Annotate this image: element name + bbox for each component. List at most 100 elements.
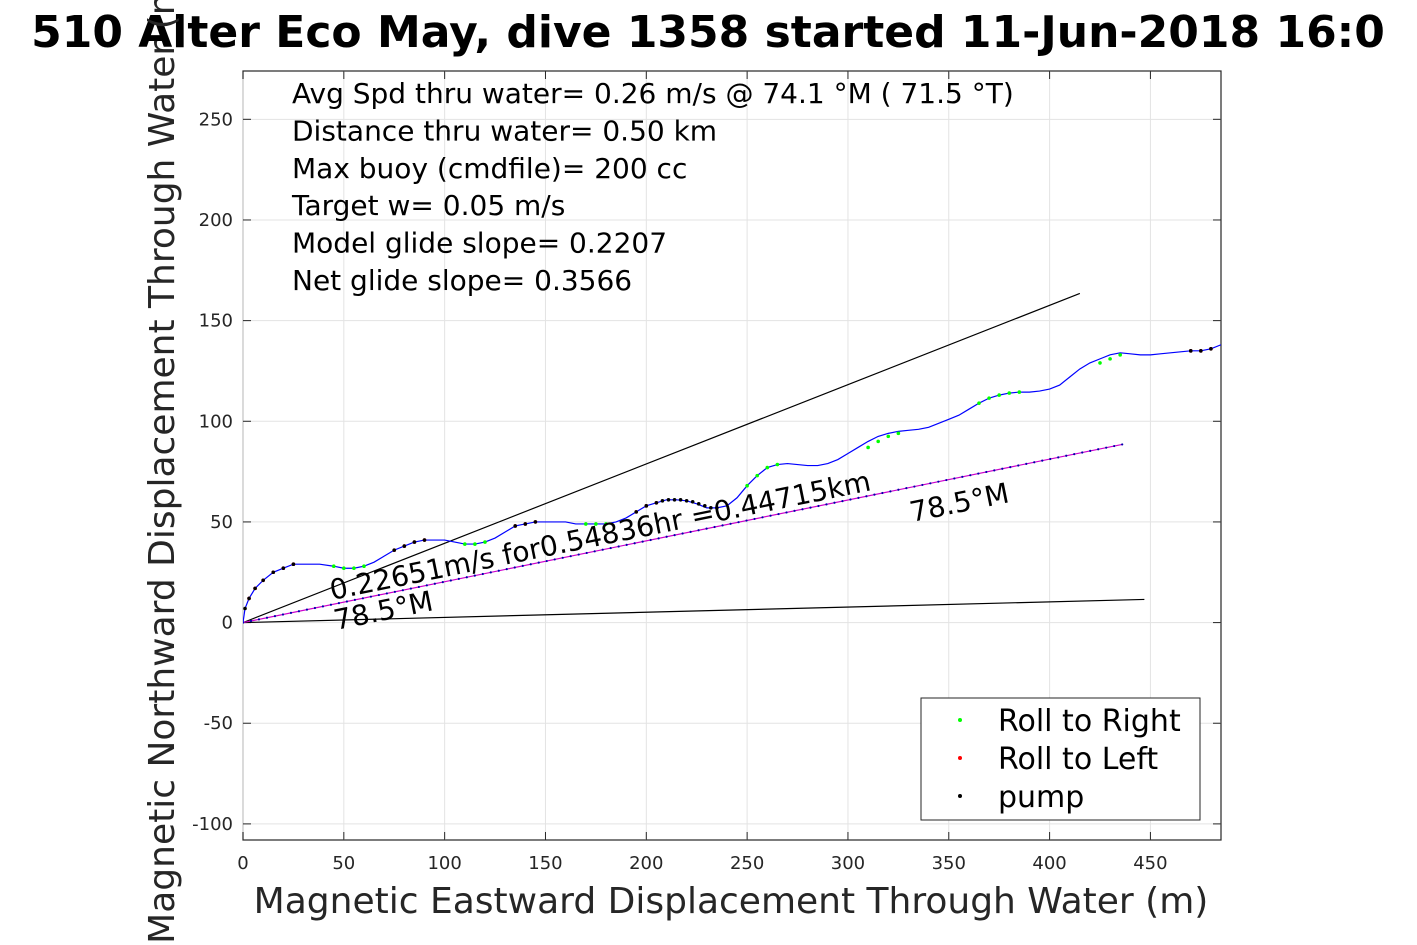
heading-line-point xyxy=(521,564,524,567)
heading-line-point xyxy=(849,498,852,501)
pump-point xyxy=(634,510,639,514)
heading-line-point xyxy=(409,587,412,590)
heading-line-point xyxy=(721,524,724,527)
roll-right-point xyxy=(1108,357,1112,361)
roll-right-point xyxy=(352,566,356,571)
roll-right-point xyxy=(331,564,336,569)
heading-line-point xyxy=(345,600,349,603)
heading-line-point xyxy=(673,534,676,537)
roll-right-point xyxy=(604,522,608,526)
pump-point xyxy=(709,506,713,510)
roll-right-point xyxy=(362,564,366,569)
reference-line-black-lower xyxy=(243,598,1145,624)
info-text: Avg Spd thru water= 0.26 m/s @ 74.1 °M (… xyxy=(291,77,1014,297)
y-tick-label: 150 xyxy=(199,311,233,332)
pump-point xyxy=(422,538,427,542)
roll-right-point xyxy=(765,465,770,470)
heading-line-point xyxy=(825,503,828,506)
roll-right-point xyxy=(987,396,991,400)
info-line: Target w= 0.05 m/s xyxy=(291,189,565,222)
heading-line-point xyxy=(369,595,372,598)
heading-line-point xyxy=(705,527,708,530)
pump-point xyxy=(271,570,276,575)
heading-line-point xyxy=(761,516,764,519)
heading-line-point xyxy=(505,568,508,571)
roll-right-point xyxy=(876,439,880,444)
heading-line-point xyxy=(473,574,476,577)
roll-right-point xyxy=(594,522,598,526)
info-line: Distance thru water= 0.50 km xyxy=(292,114,717,147)
heading-line-point xyxy=(265,616,269,619)
y-tick-label: -50 xyxy=(204,713,233,734)
heading-line-point xyxy=(297,610,301,613)
heading-line-point xyxy=(1073,453,1076,456)
track-line xyxy=(243,344,1221,623)
heading-line-point xyxy=(985,470,988,474)
info-line: Max buoy (cmdfile)= 200 cc xyxy=(292,152,687,185)
heading-line-point xyxy=(417,585,420,589)
pump-point xyxy=(684,498,689,503)
y-tick-label: 200 xyxy=(199,210,233,231)
roll-right-point xyxy=(775,462,780,467)
heading-line-point xyxy=(633,542,636,545)
y-axis-label: Magnetic Northward Displacement Through … xyxy=(142,0,183,944)
heading-line-point xyxy=(281,613,285,616)
roll-right-point xyxy=(483,540,487,544)
x-tick-label: 350 xyxy=(932,853,966,874)
pump-point xyxy=(715,506,719,510)
roll-right-point xyxy=(755,473,760,478)
heading-line-point xyxy=(257,618,261,621)
heading-line-point xyxy=(457,577,460,580)
heading-line-point xyxy=(1121,443,1124,446)
heading-line-point xyxy=(753,517,756,521)
heading-line-point xyxy=(441,580,444,584)
heading-line-point xyxy=(609,546,612,550)
pump-point xyxy=(513,524,518,528)
x-tick-label: 50 xyxy=(332,853,355,874)
pump-point xyxy=(243,606,247,611)
heading-line-point xyxy=(865,495,868,498)
pump-point xyxy=(402,544,407,548)
pump-point xyxy=(281,566,286,571)
roll-right-point xyxy=(342,566,346,571)
x-tick-label: 450 xyxy=(1133,853,1167,874)
heading-line-point xyxy=(953,477,956,480)
x-tick-label: 100 xyxy=(427,853,461,874)
heading-line-point xyxy=(793,509,796,512)
heading-line-point xyxy=(1113,444,1116,448)
heading-line-point xyxy=(945,478,948,482)
pump-point xyxy=(678,497,683,502)
y-tick-label: 50 xyxy=(210,512,233,533)
heading-line-point xyxy=(1041,459,1044,462)
roll-right-point xyxy=(473,542,477,546)
pump-point xyxy=(533,520,538,524)
info-line: Net glide slope= 0.3566 xyxy=(292,264,632,297)
heading-line-point xyxy=(681,532,684,535)
tick-labels: 0 50 100 150 200 250 300 350 400 450 -100 -50 0 50 100… xyxy=(192,109,1167,874)
pump-point xyxy=(1209,347,1213,351)
pump-point xyxy=(247,596,251,601)
heading-line-point xyxy=(321,605,325,608)
roll-right-point xyxy=(997,393,1001,397)
heading-line-point xyxy=(393,590,396,593)
heading-line-point xyxy=(1025,462,1028,465)
pump-point xyxy=(666,497,671,502)
roll-right-point xyxy=(1098,361,1102,365)
heading-line-point xyxy=(305,608,309,611)
heading-line-point xyxy=(361,597,364,600)
heading-line-point xyxy=(289,611,293,614)
heading-line-point xyxy=(841,500,844,503)
legend-label: pump xyxy=(998,780,1084,815)
roll-right-point xyxy=(1007,391,1012,395)
heading-line-point xyxy=(785,511,788,514)
heading-line-point xyxy=(513,566,516,569)
x-tick-label: 200 xyxy=(629,853,663,874)
y-tick-label: 0 xyxy=(222,613,233,634)
y-tick-label: -100 xyxy=(192,814,233,835)
heading-line-point xyxy=(585,551,588,555)
heading-line-point xyxy=(249,619,253,623)
y-tick-label: 250 xyxy=(199,109,233,130)
heading-line-point xyxy=(1017,464,1020,467)
roll-right-point xyxy=(886,434,891,439)
roll-right-point xyxy=(866,445,870,450)
